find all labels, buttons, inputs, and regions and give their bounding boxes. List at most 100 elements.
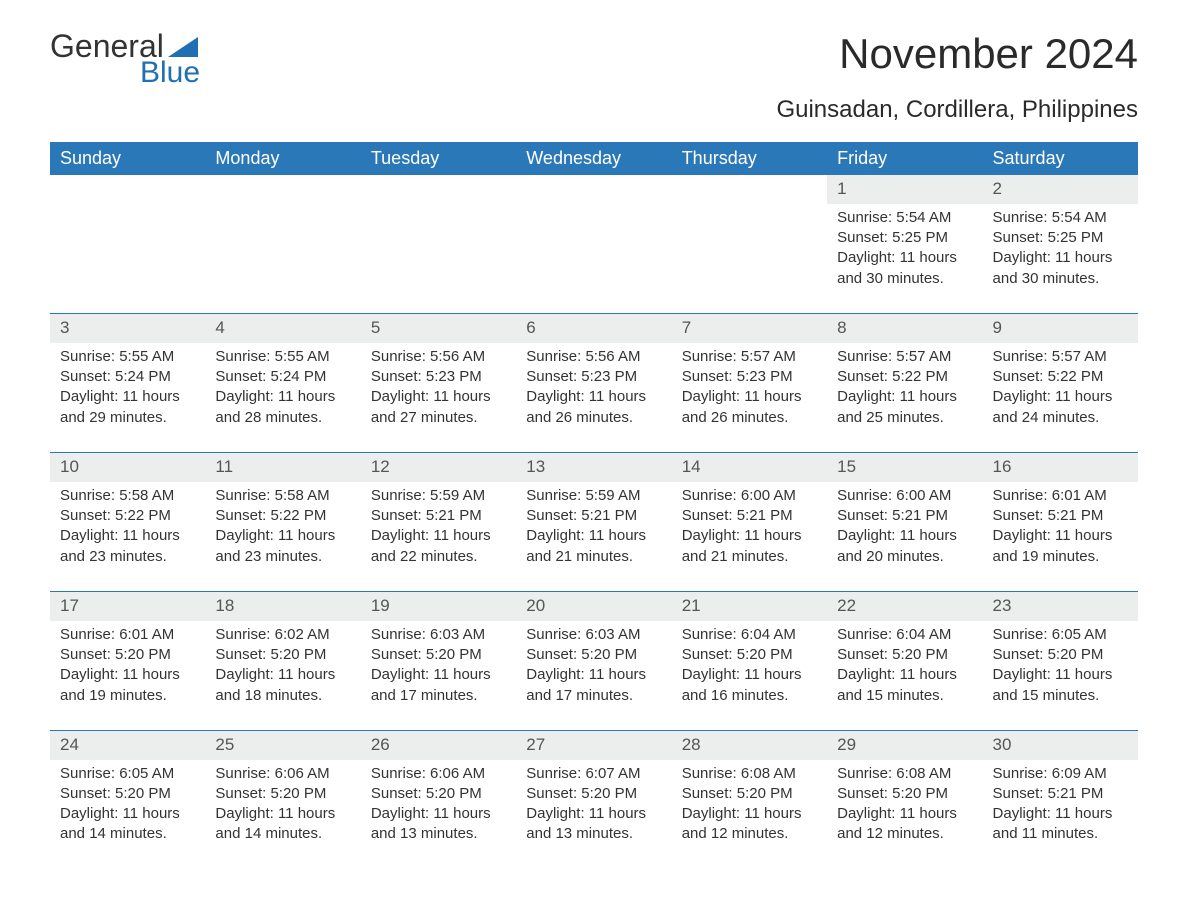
daylight-line: Daylight: 11 hours and 23 minutes. bbox=[60, 526, 195, 567]
daylight-line: Daylight: 11 hours and 18 minutes. bbox=[215, 665, 350, 706]
calendar-day: 23 Sunrise: 6:05 AMSunset: 5:20 PMDayligh… bbox=[983, 591, 1138, 730]
sunrise-line: Sunrise: 5:56 AM bbox=[526, 347, 661, 367]
calendar-day: 19 Sunrise: 6:03 AMSunset: 5:20 PMDayligh… bbox=[361, 591, 516, 730]
daylight-line: Daylight: 11 hours and 16 minutes. bbox=[682, 665, 817, 706]
day-number: 14 bbox=[672, 453, 827, 482]
calendar-body: 1Sunrise: 5:54 AMSunset: 5:25 PMDaylight… bbox=[50, 175, 1138, 869]
calendar-week: 1Sunrise: 5:54 AMSunset: 5:25 PMDaylight… bbox=[50, 175, 1138, 313]
sunset-line: Sunset: 5:20 PM bbox=[837, 784, 972, 804]
calendar-day bbox=[50, 175, 205, 313]
sunset-line: Sunset: 5:20 PM bbox=[682, 645, 817, 665]
sunrise-line: Sunrise: 6:06 AM bbox=[371, 764, 506, 784]
calendar-day: 11Sunrise: 5:58 AMSunset: 5:22 PMDayligh… bbox=[205, 452, 360, 591]
day-number: 13 bbox=[516, 453, 671, 482]
calendar-day: 25Sunrise: 6:06 AMSunset: 5:20 PMDayligh… bbox=[205, 730, 360, 868]
sunrise-line: Sunrise: 5:56 AM bbox=[371, 347, 506, 367]
daylight-line: Daylight: 11 hours and 29 minutes. bbox=[60, 387, 195, 428]
daylight-line: Daylight: 11 hours and 26 minutes. bbox=[682, 387, 817, 428]
day-number: 17 bbox=[50, 592, 205, 621]
sunset-line: Sunset: 5:21 PM bbox=[993, 784, 1128, 804]
sunset-line: Sunset: 5:22 PM bbox=[60, 506, 195, 526]
daylight-line: Daylight: 11 hours and 12 minutes. bbox=[682, 804, 817, 845]
calendar-day: 16Sunrise: 6:01 AMSunset: 5:21 PMDayligh… bbox=[983, 452, 1138, 591]
sunset-line: Sunset: 5:24 PM bbox=[60, 367, 195, 387]
daylight-line: Daylight: 11 hours and 19 minutes. bbox=[60, 665, 195, 706]
sunset-line: Sunset: 5:21 PM bbox=[837, 506, 972, 526]
daylight-line: Daylight: 11 hours and 21 minutes. bbox=[682, 526, 817, 567]
sunset-line: Sunset: 5:23 PM bbox=[682, 367, 817, 387]
daylight-line: Daylight: 11 hours and 28 minutes. bbox=[215, 387, 350, 428]
sunrise-line: Sunrise: 6:01 AM bbox=[60, 625, 195, 645]
calendar-day: 5Sunrise: 5:56 AMSunset: 5:23 PMDaylight… bbox=[361, 313, 516, 452]
calendar: SundayMondayTuesdayWednesdayThursdayFrid… bbox=[50, 142, 1138, 869]
daylight-line: Daylight: 11 hours and 26 minutes. bbox=[526, 387, 661, 428]
sunrise-line: Sunrise: 6:03 AM bbox=[526, 625, 661, 645]
calendar-day: 9Sunrise: 5:57 AMSunset: 5:22 PMDaylight… bbox=[983, 313, 1138, 452]
daylight-line: Daylight: 11 hours and 15 minutes. bbox=[993, 665, 1128, 706]
day-number: 18 bbox=[205, 592, 360, 621]
sunset-line: Sunset: 5:20 PM bbox=[215, 645, 350, 665]
calendar-day: 21Sunrise: 6:04 AMSunset: 5:20 PMDayligh… bbox=[672, 591, 827, 730]
sunrise-line: Sunrise: 5:54 AM bbox=[837, 208, 972, 228]
day-number: 20 bbox=[516, 592, 671, 621]
daylight-line: Daylight: 11 hours and 14 minutes. bbox=[60, 804, 195, 845]
calendar-day: 13Sunrise: 5:59 AMSunset: 5:21 PMDayligh… bbox=[516, 452, 671, 591]
calendar-day: 20Sunrise: 6:03 AMSunset: 5:20 PMDayligh… bbox=[516, 591, 671, 730]
daylight-line: Daylight: 11 hours and 17 minutes. bbox=[371, 665, 506, 706]
calendar-week: 17Sunrise: 6:01 AMSunset: 5:20 PMDayligh… bbox=[50, 591, 1138, 730]
calendar-day: 17Sunrise: 6:01 AMSunset: 5:20 PMDayligh… bbox=[50, 591, 205, 730]
calendar-day: 8Sunrise: 5:57 AMSunset: 5:22 PMDaylight… bbox=[827, 313, 982, 452]
sunrise-line: Sunrise: 6:07 AM bbox=[526, 764, 661, 784]
day-number: 5 bbox=[361, 314, 516, 343]
calendar-day: 29Sunrise: 6:08 AMSunset: 5:20 PMDayligh… bbox=[827, 730, 982, 868]
sunset-line: Sunset: 5:21 PM bbox=[993, 506, 1128, 526]
sunrise-line: Sunrise: 6:08 AM bbox=[837, 764, 972, 784]
calendar-day: 1Sunrise: 5:54 AMSunset: 5:25 PMDaylight… bbox=[827, 175, 982, 313]
logo-word2: Blue bbox=[140, 58, 200, 88]
sunrise-line: Sunrise: 6:06 AM bbox=[215, 764, 350, 784]
sunrise-line: Sunrise: 5:55 AM bbox=[60, 347, 195, 367]
sunset-line: Sunset: 5:20 PM bbox=[215, 784, 350, 804]
sunrise-line: Sunrise: 6:03 AM bbox=[371, 625, 506, 645]
calendar-day: 12Sunrise: 5:59 AMSunset: 5:21 PMDayligh… bbox=[361, 452, 516, 591]
day-number: 19 bbox=[361, 592, 516, 621]
weekday-header: Tuesday bbox=[361, 142, 516, 175]
weekday-header: Monday bbox=[205, 142, 360, 175]
calendar-day: 30Sunrise: 6:09 AMSunset: 5:21 PMDayligh… bbox=[983, 730, 1138, 868]
calendar-day: 28Sunrise: 6:08 AMSunset: 5:20 PMDayligh… bbox=[672, 730, 827, 868]
calendar-day: 26Sunrise: 6:06 AMSunset: 5:20 PMDayligh… bbox=[361, 730, 516, 868]
calendar-week: 10Sunrise: 5:58 AMSunset: 5:22 PMDayligh… bbox=[50, 452, 1138, 591]
daylight-line: Daylight: 11 hours and 25 minutes. bbox=[837, 387, 972, 428]
sunrise-line: Sunrise: 6:01 AM bbox=[993, 486, 1128, 506]
day-number: 26 bbox=[361, 731, 516, 760]
daylight-line: Daylight: 11 hours and 13 minutes. bbox=[371, 804, 506, 845]
day-number: 23 bbox=[983, 592, 1138, 621]
sunrise-line: Sunrise: 5:59 AM bbox=[526, 486, 661, 506]
calendar-day: 15Sunrise: 6:00 AMSunset: 5:21 PMDayligh… bbox=[827, 452, 982, 591]
daylight-line: Daylight: 11 hours and 13 minutes. bbox=[526, 804, 661, 845]
daylight-line: Daylight: 11 hours and 21 minutes. bbox=[526, 526, 661, 567]
sunrise-line: Sunrise: 5:58 AM bbox=[60, 486, 195, 506]
sunset-line: Sunset: 5:20 PM bbox=[526, 784, 661, 804]
calendar-week: 24Sunrise: 6:05 AMSunset: 5:20 PMDayligh… bbox=[50, 730, 1138, 868]
day-number: 12 bbox=[361, 453, 516, 482]
daylight-line: Daylight: 11 hours and 23 minutes. bbox=[215, 526, 350, 567]
sunrise-line: Sunrise: 6:05 AM bbox=[993, 625, 1128, 645]
calendar-day: 18Sunrise: 6:02 AMSunset: 5:20 PMDayligh… bbox=[205, 591, 360, 730]
day-number: 2 bbox=[983, 175, 1138, 204]
sunset-line: Sunset: 5:20 PM bbox=[993, 645, 1128, 665]
day-number: 22 bbox=[827, 592, 982, 621]
sunrise-line: Sunrise: 5:57 AM bbox=[682, 347, 817, 367]
sunrise-line: Sunrise: 6:05 AM bbox=[60, 764, 195, 784]
sunrise-line: Sunrise: 6:09 AM bbox=[993, 764, 1128, 784]
calendar-day: 10Sunrise: 5:58 AMSunset: 5:22 PMDayligh… bbox=[50, 452, 205, 591]
day-number: 15 bbox=[827, 453, 982, 482]
sunset-line: Sunset: 5:20 PM bbox=[371, 645, 506, 665]
daylight-line: Daylight: 11 hours and 30 minutes. bbox=[993, 248, 1128, 289]
sunset-line: Sunset: 5:20 PM bbox=[837, 645, 972, 665]
calendar-day: 4Sunrise: 5:55 AMSunset: 5:24 PMDaylight… bbox=[205, 313, 360, 452]
sunset-line: Sunset: 5:20 PM bbox=[526, 645, 661, 665]
sunset-line: Sunset: 5:21 PM bbox=[682, 506, 817, 526]
sunset-line: Sunset: 5:25 PM bbox=[993, 228, 1128, 248]
sunset-line: Sunset: 5:23 PM bbox=[371, 367, 506, 387]
